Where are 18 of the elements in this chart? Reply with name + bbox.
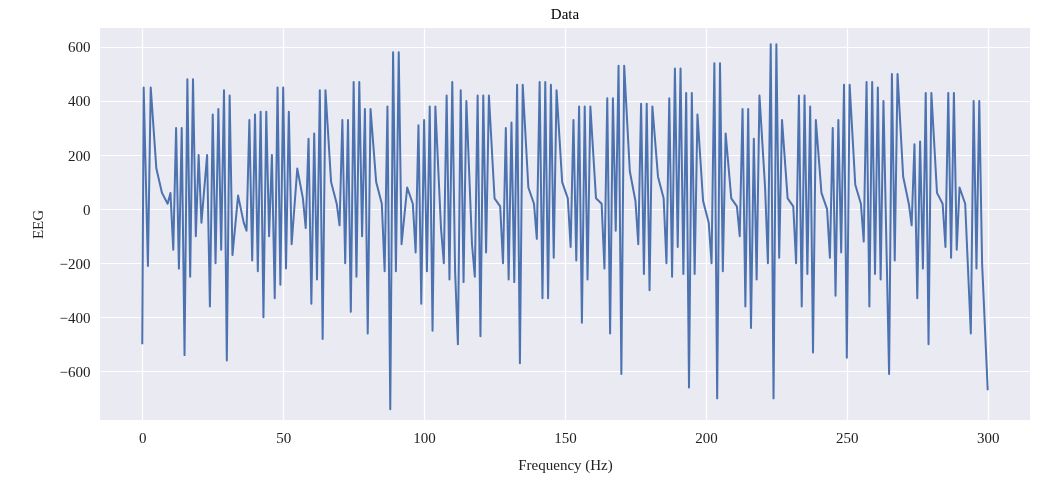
y-axis-title: EEG: [29, 209, 46, 240]
line-series: [141, 43, 989, 411]
y-tick-label: 600: [68, 39, 91, 56]
y-tick-label: 0: [83, 201, 91, 218]
y-tick-label: 400: [68, 93, 91, 110]
x-tick-label: 250: [836, 429, 859, 446]
y-tick-label: −400: [59, 309, 91, 326]
x-tick-label: 100: [413, 429, 436, 446]
x-tick-label: 0: [139, 429, 147, 446]
y-tick-label: −200: [59, 255, 91, 272]
y-tick-label: −600: [59, 363, 91, 380]
x-tick-label: 50: [276, 429, 292, 446]
x-tick-label: 300: [976, 429, 1000, 446]
x-tick-label: 150: [554, 429, 577, 446]
y-tick-label: 200: [68, 147, 91, 164]
chart-title: Data: [550, 6, 580, 22]
x-tick-label: 200: [695, 429, 718, 446]
x-axis-title: Frequency (Hz): [518, 456, 613, 474]
